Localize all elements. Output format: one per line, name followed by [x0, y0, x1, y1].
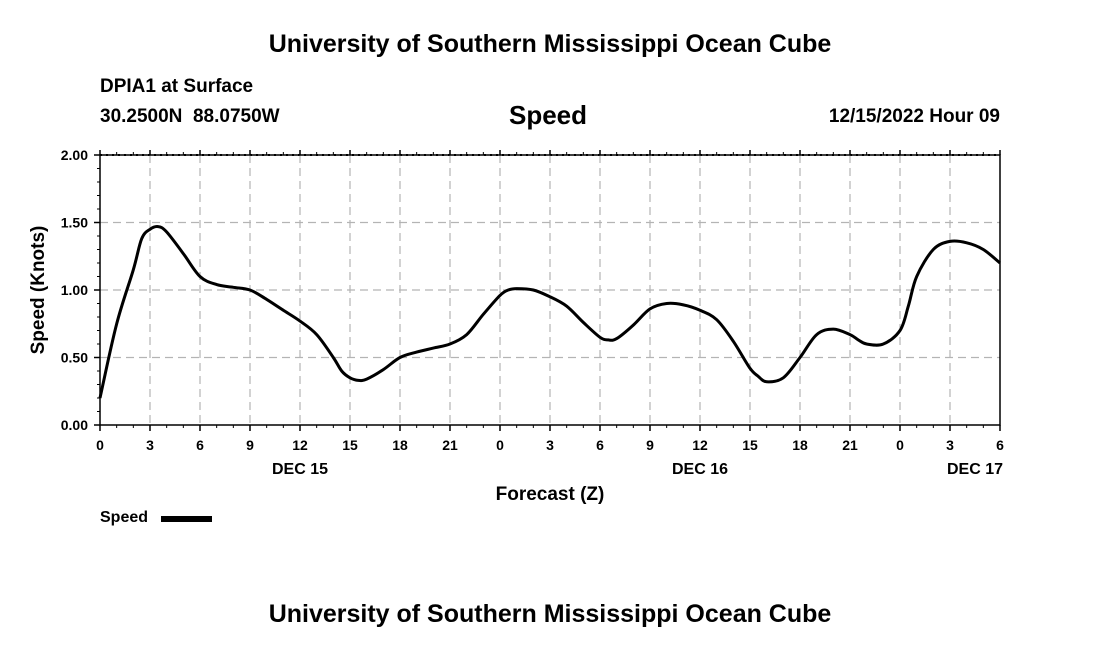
- x-tick-label: 15: [342, 437, 358, 453]
- legend-line-swatch: [161, 516, 212, 522]
- x-tick-label: 21: [842, 437, 858, 453]
- page-title-top: University of Southern Mississippi Ocean…: [268, 30, 832, 58]
- y-tick-label: 2.00: [61, 147, 88, 163]
- x-tick-label: 12: [292, 437, 308, 453]
- day-label: DEC 16: [672, 461, 728, 478]
- day-label: DEC 15: [272, 461, 328, 478]
- x-tick-label: 6: [196, 437, 204, 453]
- series-line-speed: [98, 224, 1001, 399]
- x-tick-label: 0: [496, 437, 504, 453]
- x-axis-label: Forecast (Z): [496, 484, 605, 505]
- x-tick-label: 9: [246, 437, 254, 453]
- coordinates-label: 30.2500N 88.0750W: [100, 106, 280, 127]
- x-tick-label: 15: [742, 437, 758, 453]
- x-tick-label: 6: [996, 437, 1004, 453]
- chart-title: Speed: [509, 100, 588, 130]
- x-tick-label: 21: [442, 437, 458, 453]
- day-label: DEC 17: [947, 461, 1003, 478]
- y-tick-label: 1.00: [61, 282, 88, 298]
- x-tick-label: 0: [96, 437, 104, 453]
- datetime-label: 12/15/2022 Hour 09: [828, 106, 1000, 127]
- x-tick-label: 12: [692, 437, 708, 453]
- y-tick-label: 0.00: [61, 417, 88, 433]
- plot-frame: [99, 154, 1001, 426]
- page-title-bottom: University of Southern Mississippi Ocean…: [268, 600, 832, 628]
- y-tick-label: 0.50: [61, 350, 88, 366]
- grid-lines: [100, 154, 1000, 425]
- day-labels: DEC 15 DEC 16 DEC 17: [272, 461, 1003, 478]
- x-tick-label: 18: [392, 437, 408, 453]
- x-tick-label: 3: [146, 437, 154, 453]
- x-tick-label: 6: [596, 437, 604, 453]
- y-tick-label: 1.50: [61, 215, 88, 231]
- series-group: [98, 224, 1001, 399]
- station-label: DPIA1 at Surface: [100, 76, 254, 97]
- y-axis-ticks: 0.00 0.50 1.00 1.50 2.00: [61, 147, 100, 433]
- x-tick-label: 3: [946, 437, 954, 453]
- legend-label: Speed: [100, 509, 149, 526]
- x-tick-label: 3: [546, 437, 554, 453]
- x-tick-label: 18: [792, 437, 808, 453]
- x-tick-label: 0: [896, 437, 904, 453]
- y-axis-label: Speed (Knots): [28, 226, 49, 355]
- x-tick-label: 9: [646, 437, 654, 453]
